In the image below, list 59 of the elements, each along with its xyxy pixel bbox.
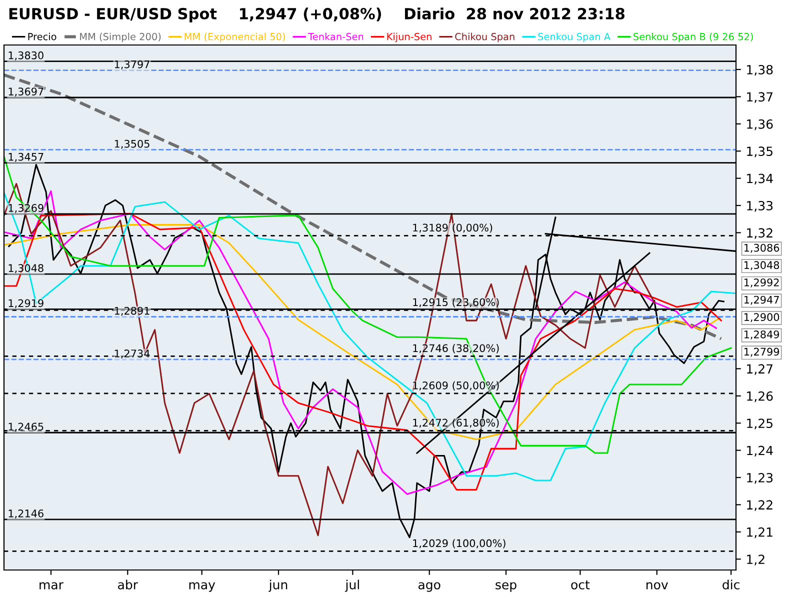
ref-line-label: 1,3048 <box>8 264 44 274</box>
ref-line-label: 1,2146 <box>8 510 44 518</box>
x-tick-label: nov <box>646 582 668 590</box>
y-tick-label: 1,27 <box>747 364 772 375</box>
ref-line-label: 1,3830 <box>8 51 44 60</box>
text: 1,2947 <box>744 296 779 305</box>
text: 1,3048 <box>744 261 780 270</box>
x-tick-label: may <box>189 582 216 592</box>
y-tick-label: 1,36 <box>747 119 773 130</box>
legend-label: Chikou Span <box>455 32 514 42</box>
x-tick-label: abr <box>118 580 138 590</box>
legend-label: Precio <box>28 32 56 40</box>
y-tick-label: 1,33 <box>747 200 773 212</box>
ref-line-label: 1,3457 <box>8 152 44 162</box>
x-tick-label: jun <box>268 580 288 592</box>
annotation: 1,2472 (61,80%) <box>413 418 499 428</box>
y-tick-label: 1,24 <box>747 446 773 457</box>
ref-line-label: 1,2919 <box>8 299 44 308</box>
x-tick-label: mar <box>40 582 64 590</box>
text: 1,2849 <box>744 330 780 340</box>
legend-label: Kijun-Sen <box>387 32 432 42</box>
text: 1,2799 <box>744 348 780 357</box>
ref-line-label: 1,3269 <box>8 204 44 213</box>
annotation: 1,3189 (0,00%) <box>413 224 492 233</box>
x-tick-label: ago <box>418 582 440 592</box>
x-tick-label: oct <box>571 580 590 590</box>
y-tick-label: 1,38 <box>747 64 773 76</box>
legend-label: Tenkan-Sen <box>308 32 364 40</box>
y-tick-label: 1,37 <box>747 92 772 103</box>
y-tick-label: 1,2 <box>747 554 764 566</box>
ref-line-label: 1,2734 <box>114 350 150 358</box>
text: 1,2992 <box>744 278 779 288</box>
text: 1,2900 <box>744 313 780 322</box>
annotation: 1,2029 (100,00%) <box>413 539 506 548</box>
ref-line-label: 1,3505 <box>114 140 150 149</box>
y-tick-label: 1,34 <box>747 174 773 184</box>
x-tick-label: jul <box>345 580 359 592</box>
y-tick-label: 1,35 <box>747 146 772 158</box>
y-tick-label: 1,23 <box>747 472 773 484</box>
annotation: 1,2746 (38,20%) <box>413 344 499 354</box>
x-tick-label: sep <box>496 582 516 592</box>
y-tick-label: 1,25 <box>747 418 772 430</box>
ref-line-label: 1,2465 <box>8 422 44 432</box>
legend-label: Senkou Span A <box>538 32 610 42</box>
y-tick-label: 1,21 <box>747 527 772 538</box>
annotation: 1,2915 (23,60%) <box>413 298 499 308</box>
legend-label: MM (Simple 200) <box>80 32 161 42</box>
ref-line-label: 1,2891 <box>114 306 150 316</box>
ref-line-label: 1,3797 <box>114 60 150 70</box>
y-tick-label: 1,32 <box>747 228 772 239</box>
ref-line-label: 1,3697 <box>8 88 44 97</box>
legend-label: Senkou Span B (9 26 52) <box>634 32 753 42</box>
x-tick-label: dic <box>722 580 740 590</box>
annotation: 1,2609 (50,00%) <box>413 381 499 391</box>
y-tick-label: 1,22 <box>747 500 772 511</box>
text: 1,3086 <box>744 244 780 253</box>
legend-label: MM (Exponencial 50) <box>184 32 285 42</box>
y-tick-label: 1,26 <box>747 391 773 402</box>
chart-title: EURUSD - EUR/USD Spot 1,2947 (+0,08%) Diario 28 nov 2012 23:18 <box>9 8 624 22</box>
